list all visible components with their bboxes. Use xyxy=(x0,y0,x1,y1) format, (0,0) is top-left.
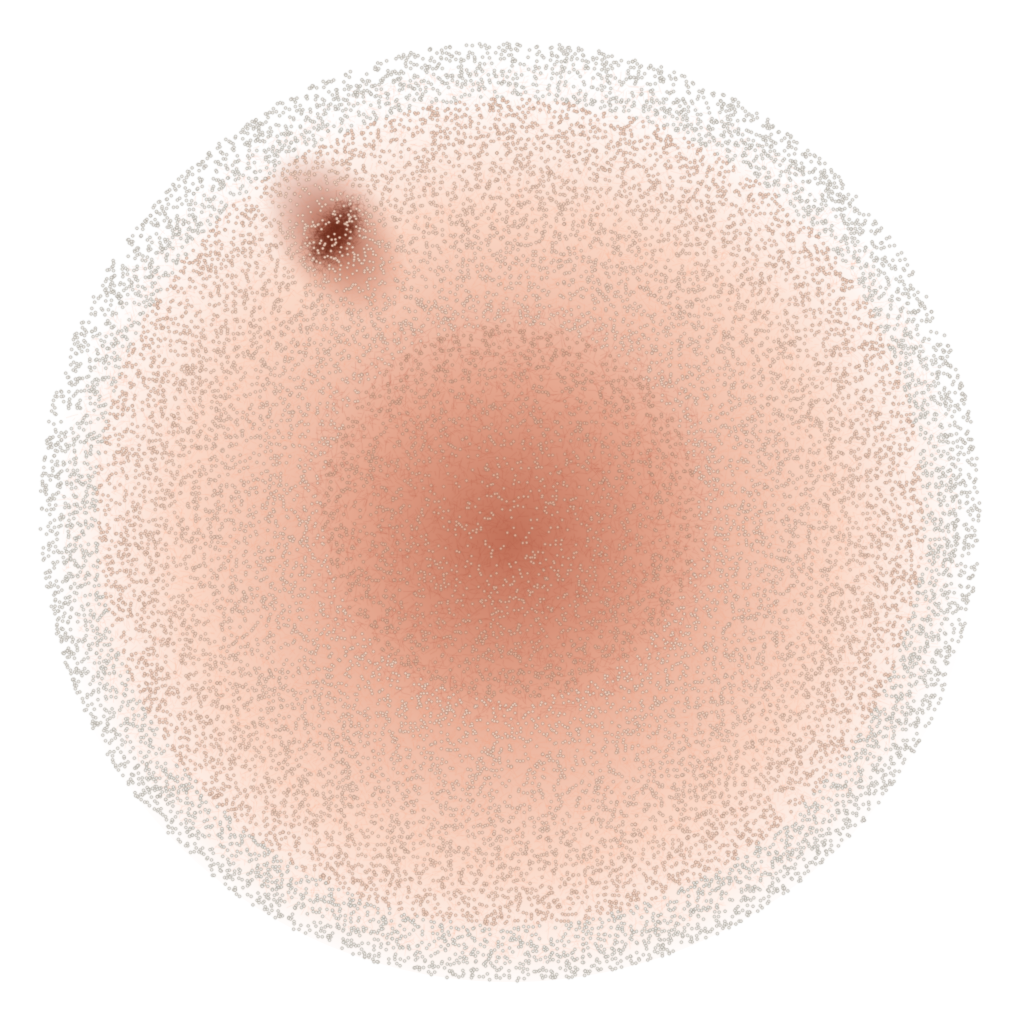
graph-nodes-edges xyxy=(0,0,1024,1024)
